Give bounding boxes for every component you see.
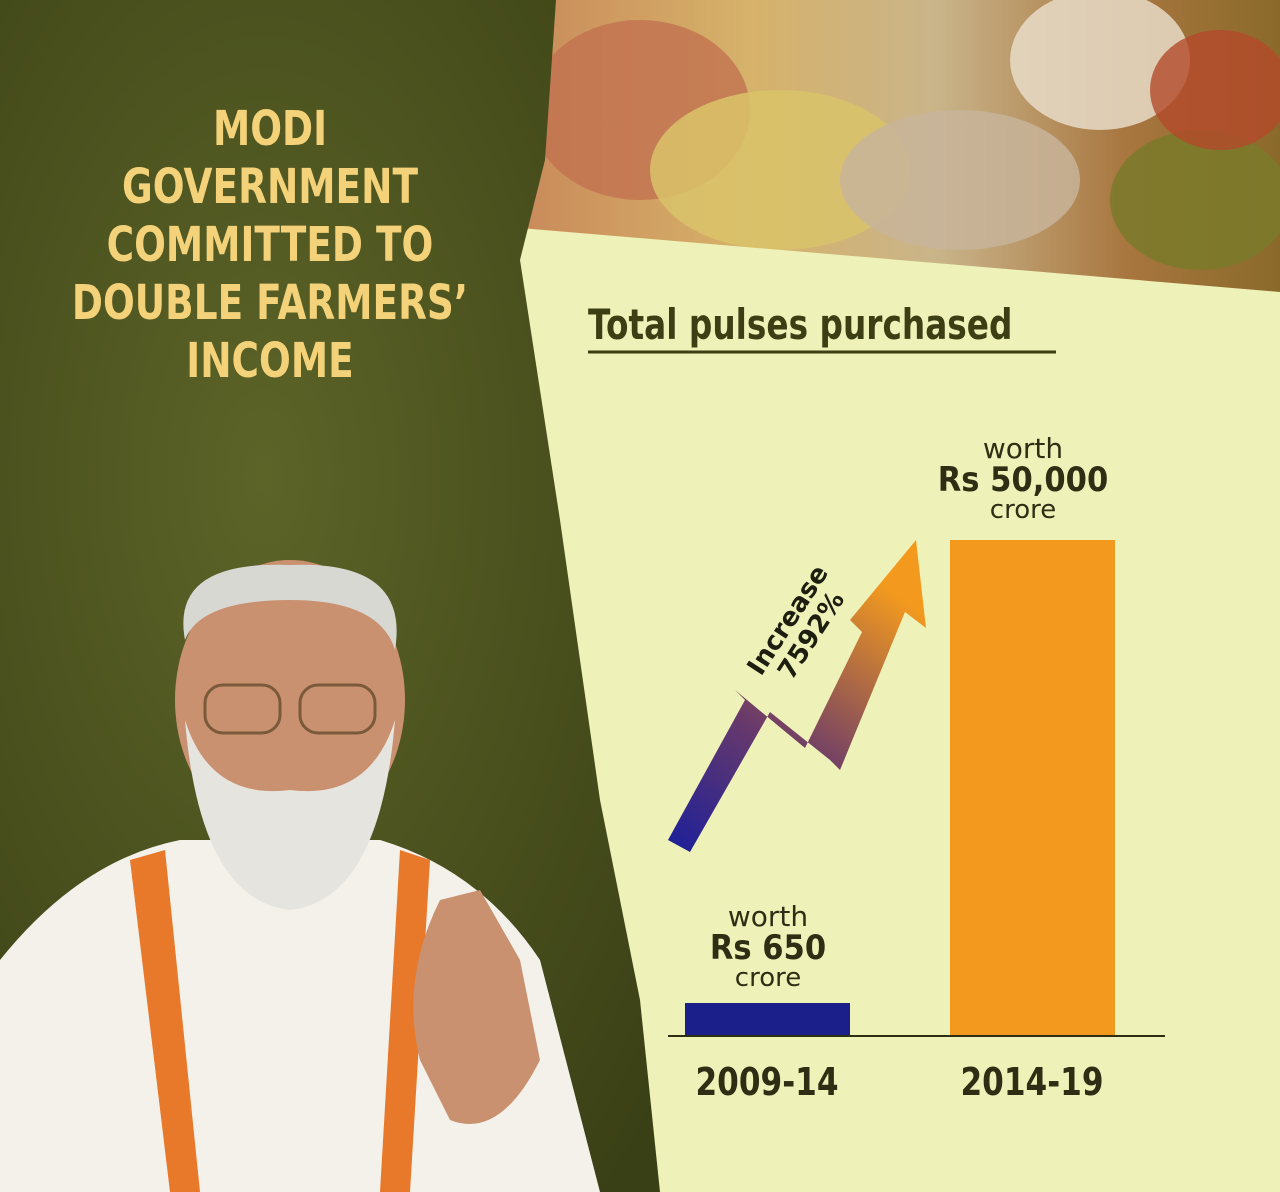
label-suffix: crore xyxy=(989,495,1057,525)
label-prefix: worth xyxy=(982,432,1064,465)
bar-2009-14 xyxy=(685,1003,850,1035)
label-prefix: worth xyxy=(727,900,809,933)
x-tick-2009-14: 2009-14 xyxy=(695,1060,839,1104)
chart-title: Total pulses purchased xyxy=(588,300,1013,349)
headline-line: GOVERNMENT xyxy=(122,159,418,215)
headline-line: COMMITTED TO xyxy=(106,217,434,273)
increase-arrow-icon xyxy=(668,540,926,852)
headline-line: DOUBLE FARMERS’ xyxy=(71,275,469,331)
label-value: Rs 50,000 xyxy=(937,460,1109,500)
headline-line: MODI xyxy=(212,101,328,157)
label-suffix: crore xyxy=(734,963,802,993)
headline-line: INCOME xyxy=(186,333,354,389)
headline: MODI GOVERNMENT COMMITTED TO DOUBLE FARM… xyxy=(59,100,480,390)
data-label-2014-19: worth Rs 50,000 crore xyxy=(923,432,1123,525)
label-value: Rs 650 xyxy=(709,928,827,968)
data-label-2009-14: worth Rs 650 crore xyxy=(668,900,868,993)
x-tick-2014-19: 2014-19 xyxy=(960,1060,1104,1104)
bar-2014-19 xyxy=(950,540,1115,1035)
person-photo xyxy=(0,560,600,1192)
